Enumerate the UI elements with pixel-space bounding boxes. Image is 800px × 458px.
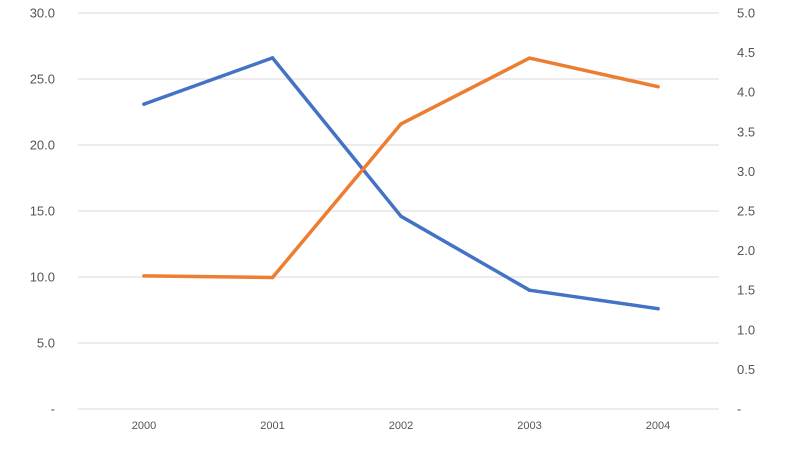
x-axis-tick-label: 2003	[517, 420, 541, 432]
right-y-axis: - 0.5 1.0 1.5 2.0 2.5 3.0 3.5 4.0 4.5 5.0	[737, 6, 755, 417]
right-axis-tick-label: -	[737, 402, 741, 417]
series-layer	[142, 56, 660, 311]
left-axis-tick-label: 25.0	[30, 72, 55, 87]
right-axis-tick-label: 0.5	[737, 362, 755, 377]
data-point	[142, 102, 146, 106]
data-point	[527, 56, 532, 60]
right-axis-tick-label: 4.5	[737, 45, 755, 60]
data-point	[270, 275, 275, 280]
left-axis-tick-label: 30.0	[30, 6, 55, 21]
right-axis-tick-label: 1.0	[737, 322, 755, 337]
right-axis-tick-label: 3.0	[737, 164, 755, 179]
x-axis-tick-label: 2002	[389, 420, 413, 432]
left-axis-tick-label: 20.0	[30, 138, 55, 153]
left-axis-tick-label: -	[51, 402, 55, 417]
right-axis-tick-label: 5.0	[737, 6, 755, 21]
data-point	[527, 288, 532, 292]
right-axis-tick-label: 2.5	[737, 204, 755, 219]
left-axis-tick-label: 5.0	[37, 336, 55, 351]
right-axis-tick-label: 4.0	[737, 85, 755, 100]
right-axis-tick-label: 1.5	[737, 283, 755, 298]
right-axis-tick-label: 3.5	[737, 124, 755, 139]
data-point	[142, 274, 146, 278]
data-point	[399, 122, 403, 126]
series-line-1	[142, 56, 660, 311]
data-point	[656, 84, 660, 89]
x-axis-tick-label: 2001	[260, 420, 284, 432]
data-point	[656, 306, 660, 311]
data-point	[399, 214, 403, 219]
left-axis-tick-label: 10.0	[30, 270, 55, 285]
right-axis-tick-label: 2.0	[737, 243, 755, 258]
data-point	[270, 56, 275, 60]
x-axis-tick-label: 2000	[132, 420, 156, 432]
series-line-2	[142, 56, 660, 280]
left-y-axis: - 5.0 10.0 15.0 20.0 25.0 30.0	[30, 6, 55, 417]
x-axis-tick-label: 2004	[646, 420, 670, 432]
left-axis-tick-label: 15.0	[30, 204, 55, 219]
x-axis: 2000 2001 2002 2003 2004	[132, 420, 670, 432]
